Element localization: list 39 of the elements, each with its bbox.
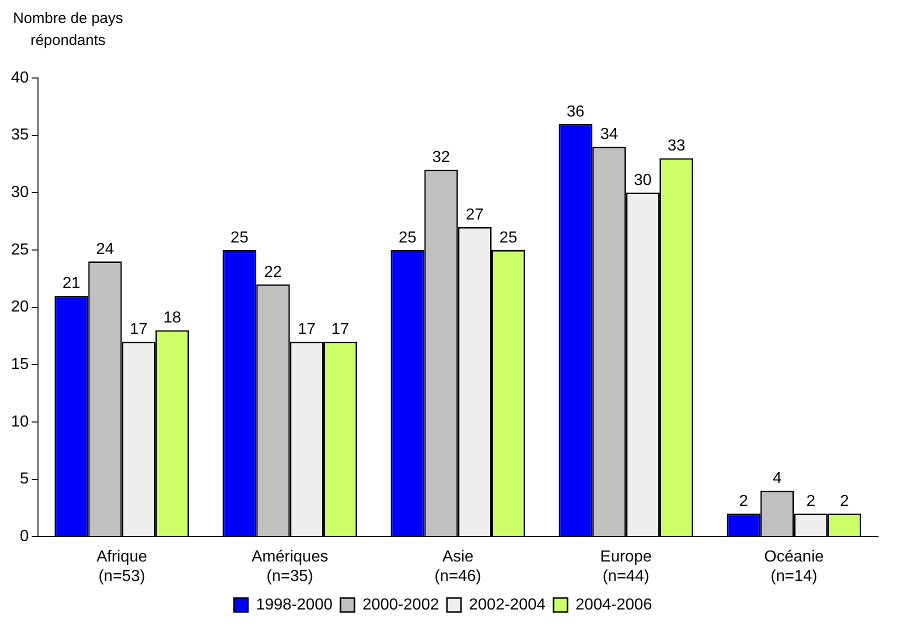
x-tick-label: Asie (n=46) [434,548,482,585]
y-tick-label: 30 [11,184,29,202]
x-tick-label: Afrique (n=53) [96,548,148,585]
data-label: 17 [130,321,148,338]
data-label: 32 [432,149,450,166]
data-label: 25 [398,229,416,246]
data-label: 30 [634,172,652,190]
data-label: 34 [600,126,618,144]
y-tick-label: 0 [20,528,29,546]
legend-label: 1998-2000 [256,596,333,614]
data-label: 17 [298,321,316,338]
legend-label: 2002-2004 [469,596,546,614]
data-label: 22 [264,264,282,281]
x-tick-label: Océanie (n=14) [764,548,824,585]
y-axis-title: Nombre de pays répondants [12,9,124,51]
y-tick-label: 10 [11,413,29,430]
y-tick-label: 40 [11,69,29,86]
x-tick-label: Amériques (n=35) [252,548,328,585]
y-tick-label: 25 [11,241,29,258]
legend-label: 2004-2006 [576,596,652,614]
data-label: 21 [62,275,80,292]
data-label: 18 [163,310,182,327]
y-tick-label: 5 [20,470,29,488]
data-label: 24 [96,240,114,258]
data-label: 25 [499,229,518,246]
y-tick-label: 20 [11,298,29,316]
y-tick-label: 35 [11,126,29,144]
data-label: 33 [667,138,686,155]
legend-label: 2000-2002 [362,596,440,614]
data-label: 2 [840,493,849,510]
data-label: 2 [739,493,748,510]
data-label: 2 [806,493,816,510]
data-label: 36 [566,103,585,120]
y-tick-label: 15 [11,356,29,374]
data-label: 27 [466,206,484,224]
x-tick-label: Europe (n=44) [600,548,652,585]
data-label: 17 [331,321,350,338]
data-label: 4 [772,470,782,488]
data-label: 25 [230,229,248,246]
